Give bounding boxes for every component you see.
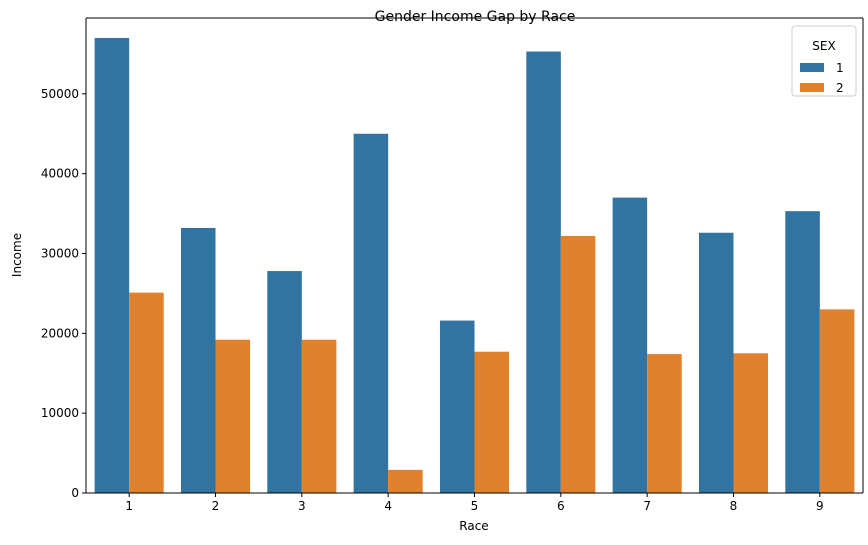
y-tick-label: 30000: [41, 247, 79, 261]
bar-race-3-sex-1: [267, 271, 302, 493]
x-axis-label: Race: [459, 519, 488, 533]
y-axis-label: Income: [10, 233, 24, 277]
legend-title: SEX: [812, 39, 835, 53]
bar-race-7-sex-1: [612, 197, 648, 494]
x-tick-label: 2: [212, 499, 220, 513]
x-tick-label: 6: [557, 499, 565, 513]
bar-race-6-sex-1: [526, 51, 561, 493]
bar-race-8-sex-1: [698, 232, 734, 493]
bar-race-1-sex-1: [94, 37, 130, 494]
x-tick-label: 9: [816, 499, 824, 513]
bar-race-3-sex-2: [301, 339, 337, 493]
y-tick-label: 20000: [41, 326, 79, 340]
y-tick-label: 40000: [41, 167, 79, 181]
x-tick-label: 4: [384, 499, 392, 513]
y-tick-label: 0: [71, 486, 79, 500]
bar-race-9-sex-1: [785, 211, 820, 493]
bar-race-2-sex-1: [180, 227, 216, 493]
x-tick-label: 8: [730, 499, 738, 513]
legend-swatch-series-1: [800, 63, 824, 72]
plot-area: [94, 37, 855, 494]
x-tick-label: 3: [298, 499, 306, 513]
bar-race-4-sex-1: [353, 133, 389, 494]
x-tick-label: 5: [471, 499, 479, 513]
legend: SEX 1 2: [791, 25, 857, 97]
x-tick-label: 1: [125, 499, 133, 513]
legend-label-series-1: 1: [836, 61, 844, 75]
y-axis-ticks: 0 10000 20000 30000 40000 50000: [41, 87, 86, 500]
x-tick-label: 7: [643, 499, 651, 513]
chart-title: Gender Income Gap by Race: [375, 9, 576, 25]
bar-race-9-sex-2: [819, 309, 855, 493]
y-tick-label: 10000: [41, 406, 79, 420]
y-tick-label: 50000: [41, 87, 79, 101]
x-axis-ticks: 1 2 3 4 5 6 7 8 9: [125, 493, 824, 513]
legend-swatch-series-2: [800, 83, 824, 92]
bar-race-8-sex-2: [733, 353, 769, 493]
bar-race-7-sex-2: [647, 354, 682, 493]
legend-label-series-2: 2: [836, 81, 844, 95]
bar-race-6-sex-2: [560, 235, 596, 494]
bar-race-1-sex-2: [129, 292, 164, 493]
bar-race-2-sex-2: [215, 339, 251, 493]
bar-race-5-sex-2: [474, 351, 510, 493]
legend-frame: [791, 25, 857, 97]
bar-race-4-sex-2: [388, 469, 423, 493]
bar-race-5-sex-1: [439, 320, 475, 493]
